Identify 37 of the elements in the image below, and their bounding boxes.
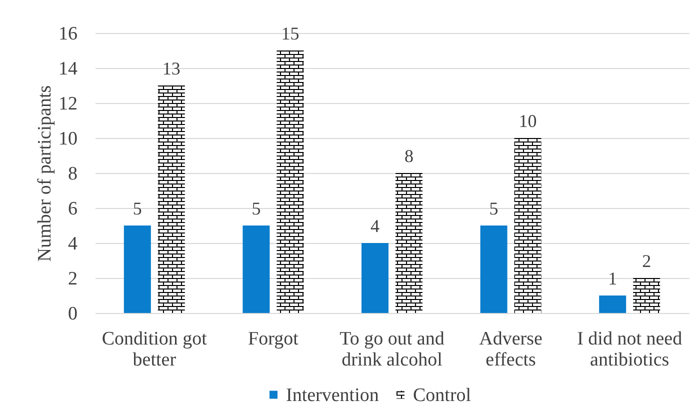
- x-tick-label: I did not need antibiotics: [577, 328, 683, 370]
- bar: [514, 138, 542, 313]
- x-tick-label: Forgot: [248, 328, 300, 350]
- bar: [276, 50, 304, 313]
- bar: [480, 226, 508, 313]
- data-label: 5: [489, 198, 498, 218]
- y-axis-title: Number of participants: [34, 85, 56, 262]
- y-tick-label: 2: [68, 268, 78, 290]
- data-label: 15: [281, 24, 300, 44]
- x-tick-label: Condition got better: [102, 328, 208, 370]
- data-label: 10: [518, 111, 537, 131]
- y-tick-label: 10: [58, 128, 78, 150]
- data-label: 5: [252, 198, 261, 218]
- data-label: 8: [404, 146, 414, 166]
- bar: [242, 226, 270, 313]
- data-label: 2: [642, 251, 652, 271]
- bar: [396, 173, 422, 313]
- legend-label: Intervention: [286, 384, 380, 406]
- y-tick-label: 8: [68, 164, 78, 184]
- y-tick-label: 0: [68, 304, 78, 324]
- data-label: 13: [162, 58, 180, 78]
- bar: [633, 278, 660, 313]
- legend-label: Control: [413, 384, 472, 406]
- bar: [599, 296, 626, 313]
- x-tick-label: To go out and drink alcohol: [340, 328, 445, 370]
- data-label: 5: [132, 198, 142, 218]
- x-tick-label: Adverse effects: [479, 328, 542, 370]
- y-tick-label: 16: [58, 24, 78, 44]
- data-label: 1: [608, 268, 618, 288]
- bar: [124, 226, 151, 313]
- bar: [158, 86, 185, 313]
- y-tick-label: 6: [68, 198, 78, 220]
- y-tick-label: 4: [68, 234, 78, 254]
- y-tick-label: 14: [58, 58, 78, 80]
- bar: [362, 243, 388, 313]
- y-tick-label: 12: [58, 94, 78, 114]
- data-label: 4: [370, 216, 380, 236]
